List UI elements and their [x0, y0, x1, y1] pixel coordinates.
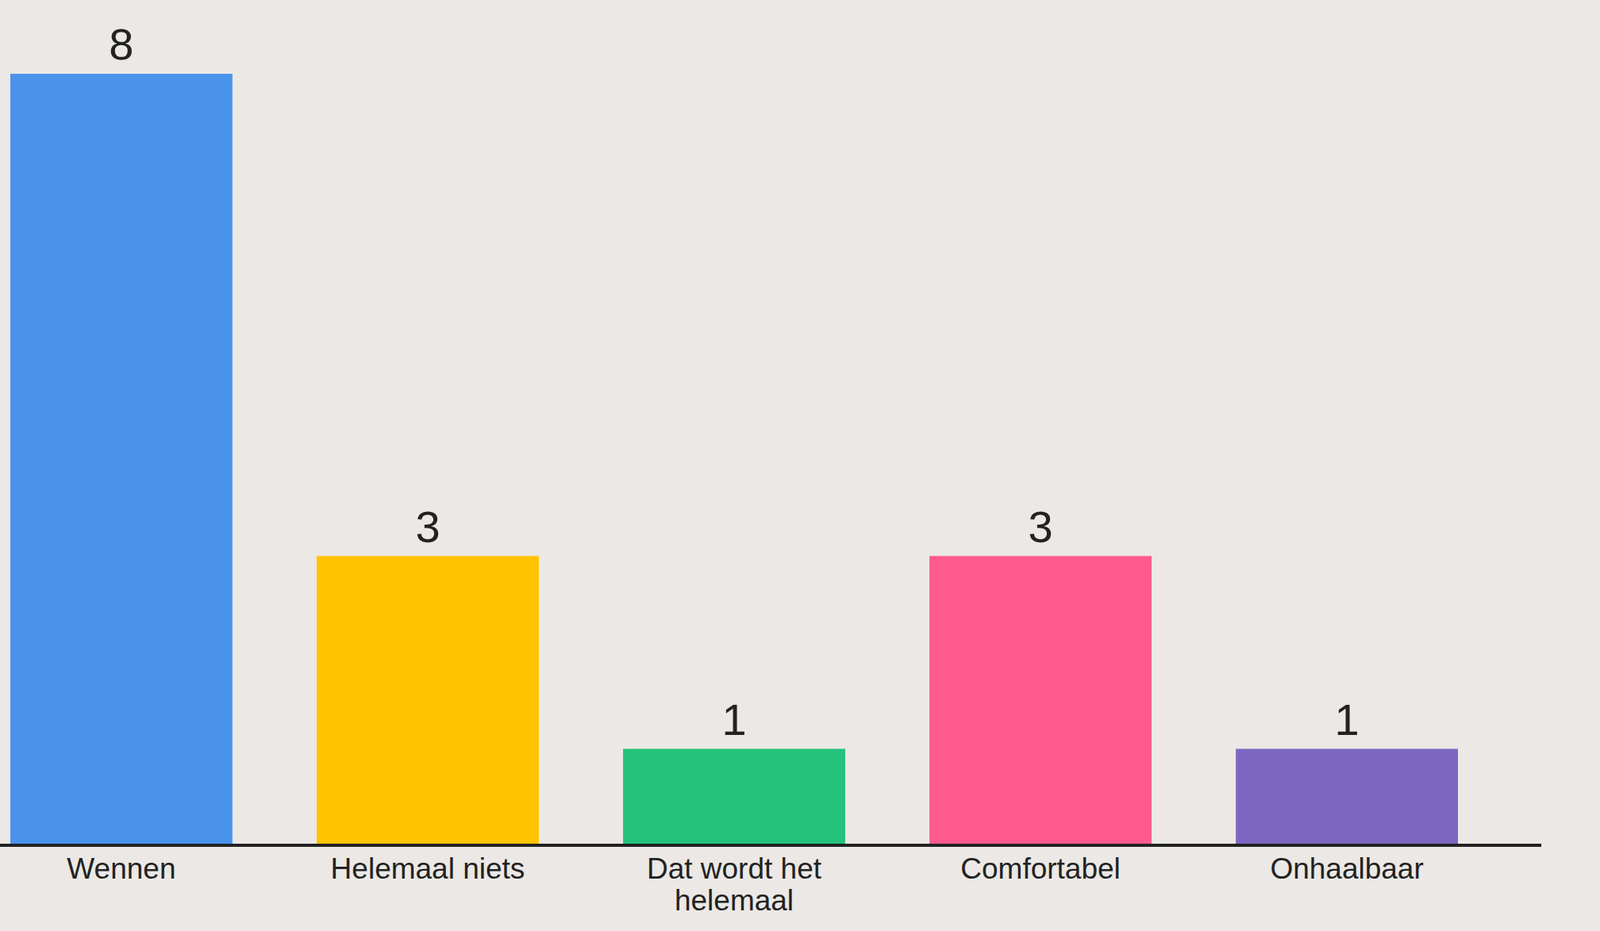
tick: Wennen	[66, 852, 176, 885]
bar	[10, 73, 233, 846]
bars	[10, 73, 1458, 846]
data-label: 3	[415, 501, 440, 552]
tick-label: Onhaalbaar	[1269, 852, 1424, 885]
bar	[623, 749, 846, 847]
tick-label: Dat wordt hethelemaal	[646, 852, 823, 917]
tick: Comfortabel	[960, 852, 1121, 885]
bar	[316, 556, 539, 847]
data-label: 8	[108, 19, 134, 70]
tick: Dat wordt hethelemaal	[646, 852, 823, 917]
bar	[1235, 749, 1458, 847]
x-axis: Wennen Helemaal niets Dat wordt hethelemaa…	[0, 845, 1542, 917]
data-label: 1	[721, 694, 747, 745]
tick-label: Comfortabel	[960, 852, 1121, 885]
tick: Onhaalbaar	[1269, 852, 1424, 885]
bar	[929, 556, 1152, 847]
tick-label: Helemaal niets	[330, 852, 526, 885]
data-label: 3	[1027, 501, 1053, 552]
tick-label: Wennen	[66, 852, 176, 885]
chart: Wennen Helemaal niets Dat wordt hethelemaa…	[0, 0, 1600, 931]
axis-line	[0, 843, 1542, 847]
data-labels: 8 3 1 3 1	[108, 19, 1359, 745]
tick: Helemaal niets	[330, 852, 526, 885]
data-label: 1	[1334, 694, 1359, 745]
